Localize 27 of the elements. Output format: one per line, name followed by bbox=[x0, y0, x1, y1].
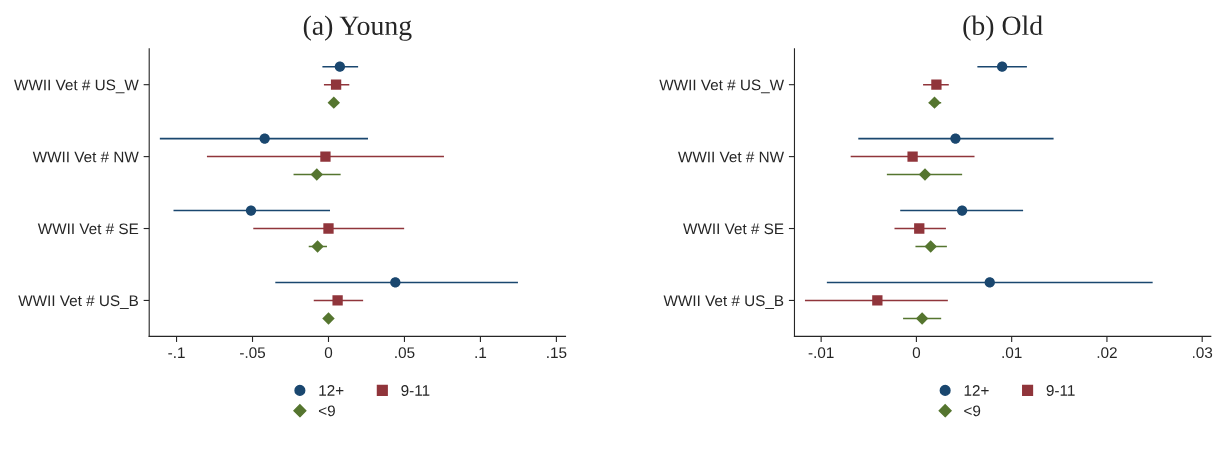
y-tick-label: WWII Vet # US_B bbox=[663, 295, 784, 310]
x-tick-label: .05 bbox=[395, 347, 415, 359]
x-tick-label: -.1 bbox=[168, 347, 185, 358]
legend-label: 12+ bbox=[319, 385, 344, 396]
x-tick-label: -.01 bbox=[808, 347, 834, 359]
legend-label: 12+ bbox=[964, 385, 989, 396]
chart-title: (b) Old bbox=[963, 15, 1043, 41]
y-tick-label: WWII Vet # US_B bbox=[18, 295, 138, 310]
y-tick-label: WWII Vet # SE bbox=[37, 223, 139, 235]
legend-label: 9-11 bbox=[1046, 385, 1075, 396]
x-tick-label: .03 bbox=[1192, 347, 1213, 359]
x-tick-label: 0 bbox=[324, 347, 333, 359]
y-tick-label: WWII Vet # US_W bbox=[14, 79, 139, 94]
legend-label: 9-11 bbox=[401, 385, 430, 396]
x-tick-label: .15 bbox=[547, 347, 567, 359]
x-tick-label: -.05 bbox=[240, 347, 266, 359]
x-tick-label: .02 bbox=[1097, 347, 1117, 359]
chart-title: (a) Young bbox=[303, 15, 412, 41]
x-tick-label: .01 bbox=[1002, 347, 1022, 359]
y-tick-label: WWII Vet # NW bbox=[678, 151, 784, 163]
x-tick-label: .1 bbox=[475, 347, 487, 358]
legend-label: <9 bbox=[964, 405, 981, 417]
y-tick-label: WWII Vet # US_W bbox=[659, 79, 784, 94]
y-tick-label: WWII Vet # SE bbox=[683, 223, 784, 235]
y-tick-label: WWII Vet # NW bbox=[32, 151, 139, 163]
x-tick-label: 0 bbox=[912, 347, 921, 359]
legend-label: <9 bbox=[318, 405, 335, 417]
